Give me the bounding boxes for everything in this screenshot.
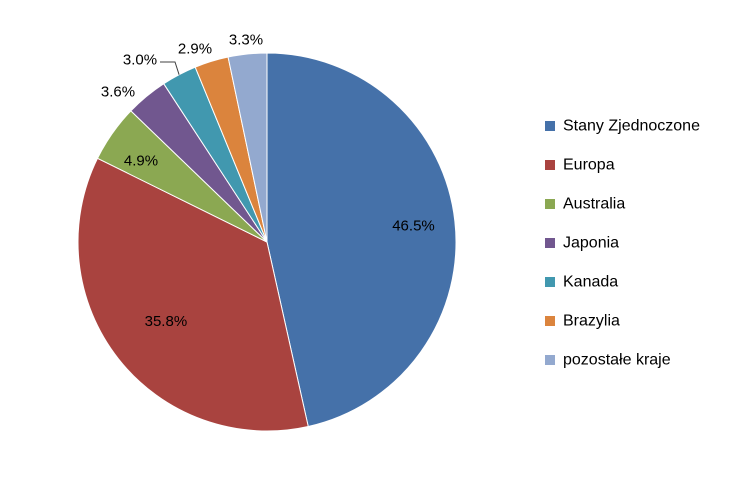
legend-swatch-europa bbox=[545, 160, 555, 170]
legend-swatch-japonia bbox=[545, 238, 555, 248]
pie-slice-europa bbox=[77, 157, 309, 432]
legend-label-europa: Europa bbox=[563, 157, 615, 174]
legend-swatch-pozostale-kraje bbox=[545, 355, 555, 365]
legend-swatch-stany-zjednoczone bbox=[545, 121, 555, 131]
legend: Stany Zjednoczone Europa Australia Japonia K… bbox=[545, 118, 700, 369]
legend-label-japonia: Japonia bbox=[563, 235, 619, 252]
data-label-brazylia: 2.9% bbox=[178, 41, 212, 58]
legend-swatch-kanada bbox=[545, 277, 555, 287]
legend-label-australia: Australia bbox=[563, 196, 625, 213]
legend-label-stany-zjednoczone: Stany Zjednoczone bbox=[563, 118, 700, 135]
data-labels: 46.5% 35.8% 4.9% 3.6% 3.0% 2.9% 3.3% bbox=[101, 32, 435, 330]
leader-line-kanada bbox=[160, 61, 180, 75]
data-label-kanada: 3.0% bbox=[123, 52, 157, 69]
data-label-pozostale-kraje: 3.3% bbox=[229, 32, 263, 49]
legend-label-kanada: Kanada bbox=[563, 274, 618, 291]
pie-slice-pozostale-kraje bbox=[227, 52, 268, 243]
data-label-europa: 35.8% bbox=[145, 313, 188, 330]
legend-swatch-brazylia bbox=[545, 316, 555, 326]
pie-slices bbox=[77, 52, 457, 432]
legend-label-brazylia: Brazylia bbox=[563, 313, 620, 330]
data-label-japonia: 3.6% bbox=[101, 84, 135, 101]
data-label-australia: 4.9% bbox=[124, 153, 158, 170]
legend-swatch-australia bbox=[545, 199, 555, 209]
legend-label-pozostale-kraje: pozostałe kraje bbox=[563, 352, 671, 369]
data-label-stany-zjednoczone: 46.5% bbox=[392, 217, 435, 234]
pie-slice-stany-zjednoczone bbox=[266, 52, 457, 428]
leader-lines bbox=[160, 61, 180, 75]
